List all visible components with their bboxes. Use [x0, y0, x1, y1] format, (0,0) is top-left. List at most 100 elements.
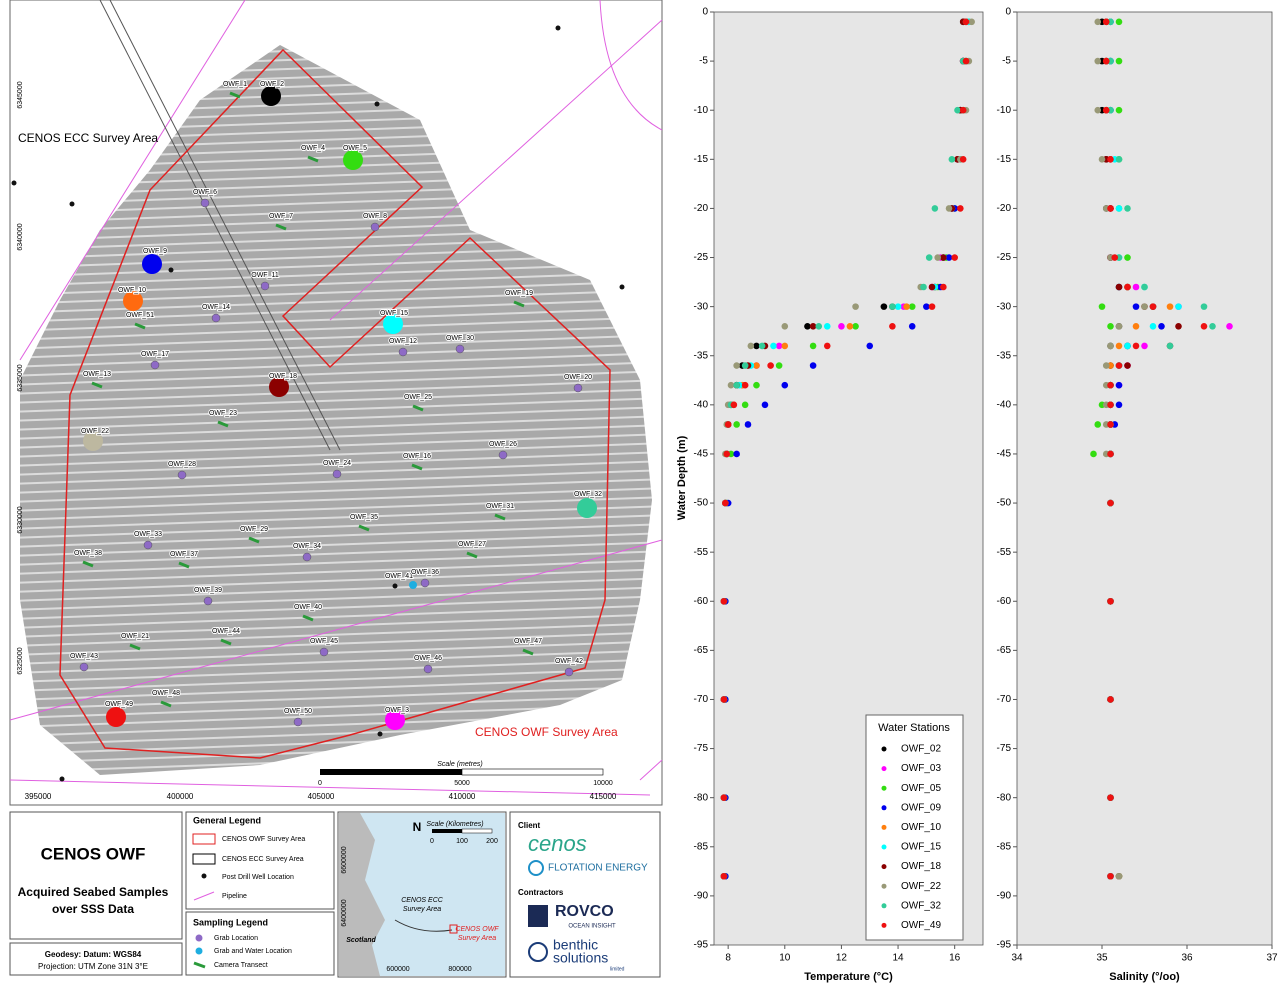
legend-marker [882, 903, 887, 908]
grab-water-location [409, 581, 417, 589]
data-point [1107, 421, 1114, 428]
y-tick-label: -10 [694, 105, 709, 116]
legend-title: Sampling Legend [193, 917, 268, 927]
data-point [1103, 362, 1110, 369]
y-tick-label: -45 [997, 449, 1012, 460]
northing-label: 6335000 [17, 364, 24, 391]
y-tick-label: -35 [694, 350, 709, 361]
panel-title: CENOS OWF [41, 844, 146, 863]
data-point [1158, 323, 1165, 330]
sample-label: OWF_49 [105, 701, 133, 708]
y-tick-label: -95 [694, 940, 709, 951]
data-point [745, 421, 752, 428]
legend-label: OWF_09 [901, 802, 941, 813]
data-point [759, 343, 766, 350]
legend-marker [882, 825, 887, 830]
y-tick-label: -95 [997, 940, 1012, 951]
sample-label: OWF_50 [284, 708, 312, 715]
sample-label: OWF_10 [118, 287, 146, 294]
water-station [269, 377, 289, 397]
sample-label: OWF_41 [385, 573, 413, 580]
sample-label: OWF_8 [363, 213, 387, 220]
grab-location [574, 384, 582, 392]
data-point [810, 362, 817, 369]
sample-label: OWF_18 [269, 373, 297, 380]
data-point [1116, 284, 1123, 291]
logo-icon [528, 905, 548, 927]
inset-label: Survey Area [403, 906, 441, 913]
sample-label: OWF_1 [223, 81, 247, 88]
data-point [889, 303, 896, 310]
data-point [1133, 343, 1140, 350]
y-tick-label: -60 [997, 596, 1012, 607]
data-point [895, 303, 902, 310]
data-point [753, 362, 760, 369]
x-tick-label: 34 [1011, 953, 1023, 964]
sample-label: OWF_24 [323, 460, 351, 467]
data-point [1124, 284, 1131, 291]
grab-location [294, 718, 302, 726]
data-point [742, 362, 749, 369]
legend-title: General Legend [193, 815, 261, 825]
sample-label: OWF_25 [404, 394, 432, 401]
y-tick-label: -10 [997, 105, 1012, 116]
data-point [838, 323, 845, 330]
sample-label: OWF_6 [193, 189, 217, 196]
data-point [733, 382, 740, 389]
sample-label: OWF_31 [486, 503, 514, 510]
inset-scale-tick: 100 [456, 838, 468, 845]
inset-scale-title: Scale (Kilometres) [426, 821, 483, 828]
scale-tick: 10000 [593, 780, 613, 787]
inset-scale-tick: 0 [430, 838, 434, 845]
legend-label: OWF_10 [901, 822, 941, 833]
data-point [1175, 323, 1182, 330]
legend-label: OWF_18 [901, 861, 941, 872]
data-point [1094, 107, 1101, 114]
data-point [725, 421, 732, 428]
data-point [1107, 500, 1114, 507]
data-point [940, 254, 947, 261]
inset-label: Survey Area [458, 935, 496, 942]
data-point [968, 19, 975, 26]
sample-label: OWF_5 [343, 145, 367, 152]
data-point [721, 598, 728, 605]
data-point [1116, 362, 1123, 369]
data-point [949, 156, 956, 163]
y-tick-label: -5 [699, 56, 708, 67]
grab-location [421, 579, 429, 587]
y-tick-label: -70 [997, 694, 1012, 705]
data-point [721, 794, 728, 801]
data-point [1116, 107, 1123, 114]
legend-title: Water Stations [878, 722, 950, 734]
y-tick-label: -35 [997, 350, 1012, 361]
inset-northing: 6600000 [341, 846, 348, 873]
grab-location [320, 648, 328, 656]
data-point [847, 323, 854, 330]
data-point [810, 343, 817, 350]
data-point [1141, 303, 1148, 310]
data-point [1201, 323, 1208, 330]
y-tick-label: -50 [997, 498, 1012, 509]
data-point [824, 343, 831, 350]
credit-heading: Contractors [518, 888, 564, 897]
y-axis-label: Water Depth (m) [676, 435, 688, 520]
sample-label: OWF_30 [446, 335, 474, 342]
y-tick-label: -30 [997, 301, 1012, 312]
data-point [963, 19, 970, 26]
sample-label: OWF_51 [126, 312, 154, 319]
x-tick-label: 36 [1181, 953, 1193, 964]
sample-label: OWF_34 [293, 543, 321, 550]
northing-label: 6330000 [17, 506, 24, 533]
data-point [742, 402, 749, 409]
data-point [1167, 343, 1174, 350]
sample-label: OWF_32 [574, 491, 602, 498]
data-point [1103, 107, 1110, 114]
data-point [733, 451, 740, 458]
data-point [721, 696, 728, 703]
water-station [383, 314, 403, 334]
data-point [733, 362, 740, 369]
x-tick-label: 16 [949, 953, 961, 964]
data-point [1116, 156, 1123, 163]
data-point [810, 323, 817, 330]
water-station [261, 86, 281, 106]
